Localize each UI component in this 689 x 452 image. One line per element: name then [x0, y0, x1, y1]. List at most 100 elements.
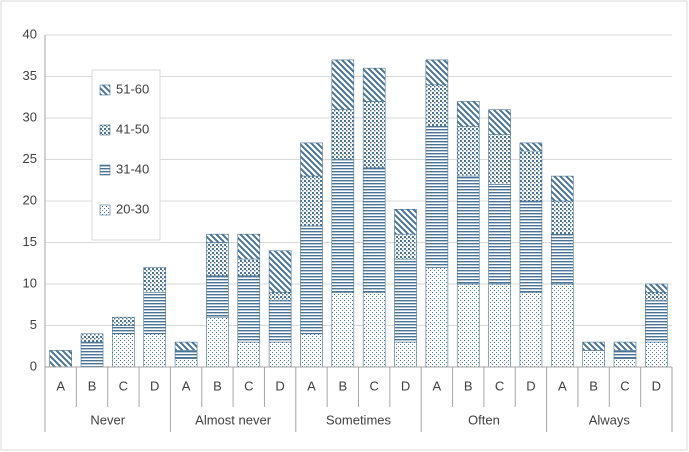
bar-segment: [237, 233, 261, 260]
y-tick-label: 30: [23, 109, 37, 124]
bar-segment: [331, 159, 355, 293]
x-tick-label: A: [56, 378, 65, 393]
bar-segment: [394, 233, 417, 260]
bar-segment: [613, 358, 637, 368]
x-tick-label: B: [213, 378, 222, 393]
x-tick-label: A: [558, 378, 567, 393]
bar-segment: [268, 291, 292, 301]
bar-segment: [143, 291, 167, 335]
x-tick-label: C: [495, 378, 504, 393]
bar-segment: [645, 283, 668, 293]
legend-swatch: [99, 124, 111, 136]
x-tick-label: B: [338, 378, 347, 393]
bar-segment: [300, 225, 323, 335]
x-tick-label: D: [275, 378, 284, 393]
x-tick-label: A: [433, 378, 442, 393]
bar-segment: [456, 283, 480, 368]
legend-label: 41-50: [116, 121, 149, 136]
bar-segment: [237, 258, 261, 277]
group-label: Sometimes: [326, 412, 392, 427]
bar-segment: [112, 333, 135, 368]
bar-segment: [519, 142, 543, 152]
legend-label: 51-60: [116, 81, 149, 96]
bar-segment: [331, 59, 355, 111]
bar-segment: [331, 109, 355, 160]
legend-swatch: [99, 204, 111, 216]
bar-segment: [550, 283, 574, 368]
bar-segment: [550, 175, 574, 202]
x-tick-label: D: [401, 378, 410, 393]
bar-segment: [425, 126, 449, 268]
bar-segment: [206, 275, 229, 318]
bar-segment: [456, 126, 480, 177]
bar-segment: [394, 258, 417, 343]
bar-segment: [362, 67, 386, 102]
bar-segment: [206, 242, 229, 277]
bar-segment: [174, 341, 198, 351]
bar-segment: [362, 291, 386, 368]
legend-label: 20-30: [116, 201, 149, 216]
bar-segment: [143, 333, 167, 368]
bar-segment: [613, 350, 637, 359]
bar-segment: [80, 341, 104, 368]
x-tick-label: A: [307, 378, 316, 393]
y-tick-label: 35: [23, 68, 37, 83]
y-tick-label: 15: [23, 234, 37, 249]
x-tick-label: D: [150, 378, 159, 393]
x-tick-label: D: [652, 378, 661, 393]
bar-segment: [268, 250, 292, 293]
bar-segment: [613, 341, 637, 351]
group-label: Almost never: [195, 412, 272, 427]
x-tick-label: B: [464, 378, 473, 393]
y-tick-label: 25: [23, 151, 37, 166]
bar-segment: [206, 233, 229, 243]
bar-segment: [550, 200, 574, 235]
bar-segment: [488, 283, 511, 368]
bar-segment: [362, 167, 386, 293]
x-tick-label: C: [119, 378, 128, 393]
bar-segment: [174, 358, 198, 368]
x-tick-label: C: [244, 378, 253, 393]
x-tick-label: A: [182, 378, 191, 393]
bar-segment: [488, 184, 511, 285]
y-tick-label: 20: [23, 192, 37, 207]
bar-segment: [394, 341, 417, 368]
bar-segment: [582, 341, 605, 351]
bar-segment: [488, 109, 511, 135]
bar-segment: [519, 150, 543, 202]
x-tick-label: C: [369, 378, 378, 393]
bar-segment: [425, 84, 449, 127]
bar-segment: [519, 200, 543, 293]
bar-segment: [331, 291, 355, 368]
x-tick-label: B: [88, 378, 97, 393]
bar-segment: [425, 59, 449, 86]
y-tick-label: 40: [23, 26, 37, 41]
bar-segment: [519, 291, 543, 368]
bar-segment: [112, 316, 135, 326]
bar-segment: [550, 233, 574, 285]
bar-segment: [49, 350, 72, 368]
x-tick-label: B: [589, 378, 598, 393]
bar-segment: [645, 341, 668, 368]
y-tick-label: 5: [30, 317, 37, 332]
bar-segment: [237, 341, 261, 368]
bar-segment: [488, 134, 511, 185]
y-tick-label: 0: [30, 358, 37, 373]
x-tick-label: C: [620, 378, 629, 393]
x-tick-label: D: [526, 378, 535, 393]
bar-segment: [425, 267, 449, 368]
bar-segment: [268, 341, 292, 368]
y-tick-label: 10: [23, 275, 37, 290]
bar-segment: [394, 209, 417, 235]
bar-segment: [112, 325, 135, 335]
bar-segment: [237, 275, 261, 343]
bar-segment: [582, 350, 605, 368]
bar-segment: [143, 267, 167, 293]
bar-segment: [362, 101, 386, 169]
bar-segment: [645, 300, 668, 343]
bar-segment: [174, 350, 198, 359]
bar-segment: [80, 333, 104, 343]
group-label: Often: [468, 412, 500, 427]
